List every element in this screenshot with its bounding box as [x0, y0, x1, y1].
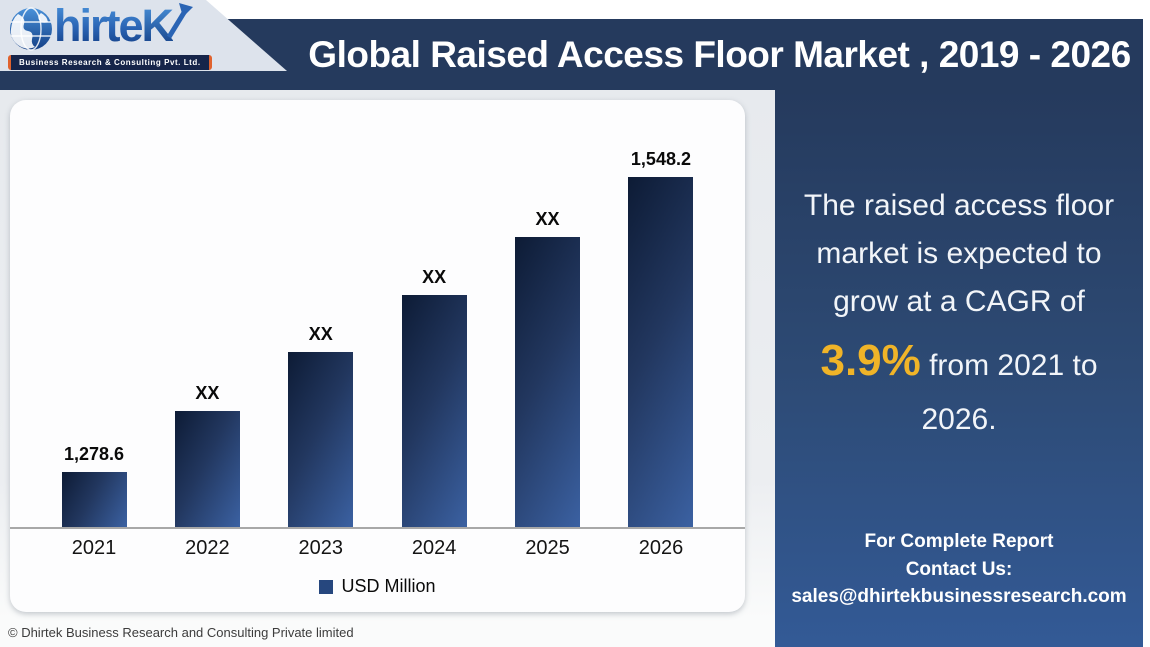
- bar-value-label: XX: [422, 267, 447, 287]
- market-summary-text: The raised access floor market is expect…: [787, 182, 1131, 444]
- logo: hirte K Business Research & Consulting P…: [0, 0, 287, 71]
- legend-label: USD Million: [341, 576, 436, 596]
- bar-value-label: 1,278.6: [63, 444, 125, 464]
- bar-value-label: XX: [308, 324, 333, 344]
- bar-group: 1,548.2: [615, 149, 707, 527]
- bar-2022: [174, 411, 240, 527]
- summary-part1: The raised access floor market is expect…: [803, 189, 1115, 318]
- bar-value-label: XX: [535, 209, 560, 229]
- bar-2023: [288, 352, 354, 527]
- globe-icon: [8, 6, 54, 57]
- bar-group: 1,278.6: [48, 444, 140, 527]
- x-axis-label: 2022: [185, 537, 230, 559]
- contact-line2: Contact Us:: [905, 558, 1013, 580]
- bar-group: XX: [388, 267, 480, 527]
- growth-arrow-icon: [165, 1, 195, 46]
- brand-letter-k: K: [141, 0, 174, 51]
- page-title: Global Raised Access Floor Market , 2019…: [308, 33, 1131, 75]
- plot-area: 1,278.6 XX XX XX XX 1,548.2: [10, 100, 745, 529]
- bar-2026: [628, 177, 694, 527]
- side-panel: The raised access floor market is expect…: [775, 90, 1143, 647]
- bar-2021: [61, 472, 127, 527]
- copyright-text: © Dhirtek Business Research and Consulti…: [8, 625, 354, 640]
- x-axis-label: 2021: [71, 537, 117, 559]
- x-axis-labels: 2021 2022 2023 2024 2025 2026: [10, 537, 745, 560]
- logo-tagline: Business Research & Consulting Pvt. Ltd.: [8, 55, 212, 70]
- x-axis-label: 2023: [298, 537, 344, 559]
- header: Global Raised Access Floor Market , 2019…: [0, 0, 1150, 90]
- main-area: 1,278.6 XX XX XX XX 1,548.2 2021 2022 2023 2024 2…: [0, 90, 1150, 647]
- x-axis-label: 2025: [525, 537, 570, 559]
- legend: USD Million: [10, 576, 745, 597]
- x-axis-label: 2024: [411, 537, 457, 559]
- bar-value-label: XX: [195, 383, 220, 403]
- brand-text: hirte: [54, 0, 144, 51]
- legend-swatch-icon: [319, 579, 334, 594]
- contact-block: For Complete Report Contact Us: sales@dh…: [775, 528, 1143, 611]
- bar-2024: [401, 295, 467, 527]
- x-axis-label: 2026: [638, 537, 684, 559]
- bar-value-label: 1,548.2: [630, 149, 691, 169]
- bar-group: XX: [275, 324, 367, 527]
- bar-group: XX: [161, 383, 253, 527]
- contact-email[interactable]: sales@dhirtekbusinessresearch.com: [791, 586, 1127, 608]
- summary-part2: from 2021 to 2026.: [920, 349, 1098, 437]
- logo-row: hirte K: [0, 0, 287, 52]
- bar-group: XX: [502, 209, 594, 527]
- cagr-value: 3.9%: [820, 336, 921, 385]
- contact-line1: For Complete Report: [864, 531, 1054, 553]
- chart-card: 1,278.6 XX XX XX XX 1,548.2 2021 2022 2023 2024 2…: [10, 100, 745, 612]
- bar-2025: [515, 237, 581, 527]
